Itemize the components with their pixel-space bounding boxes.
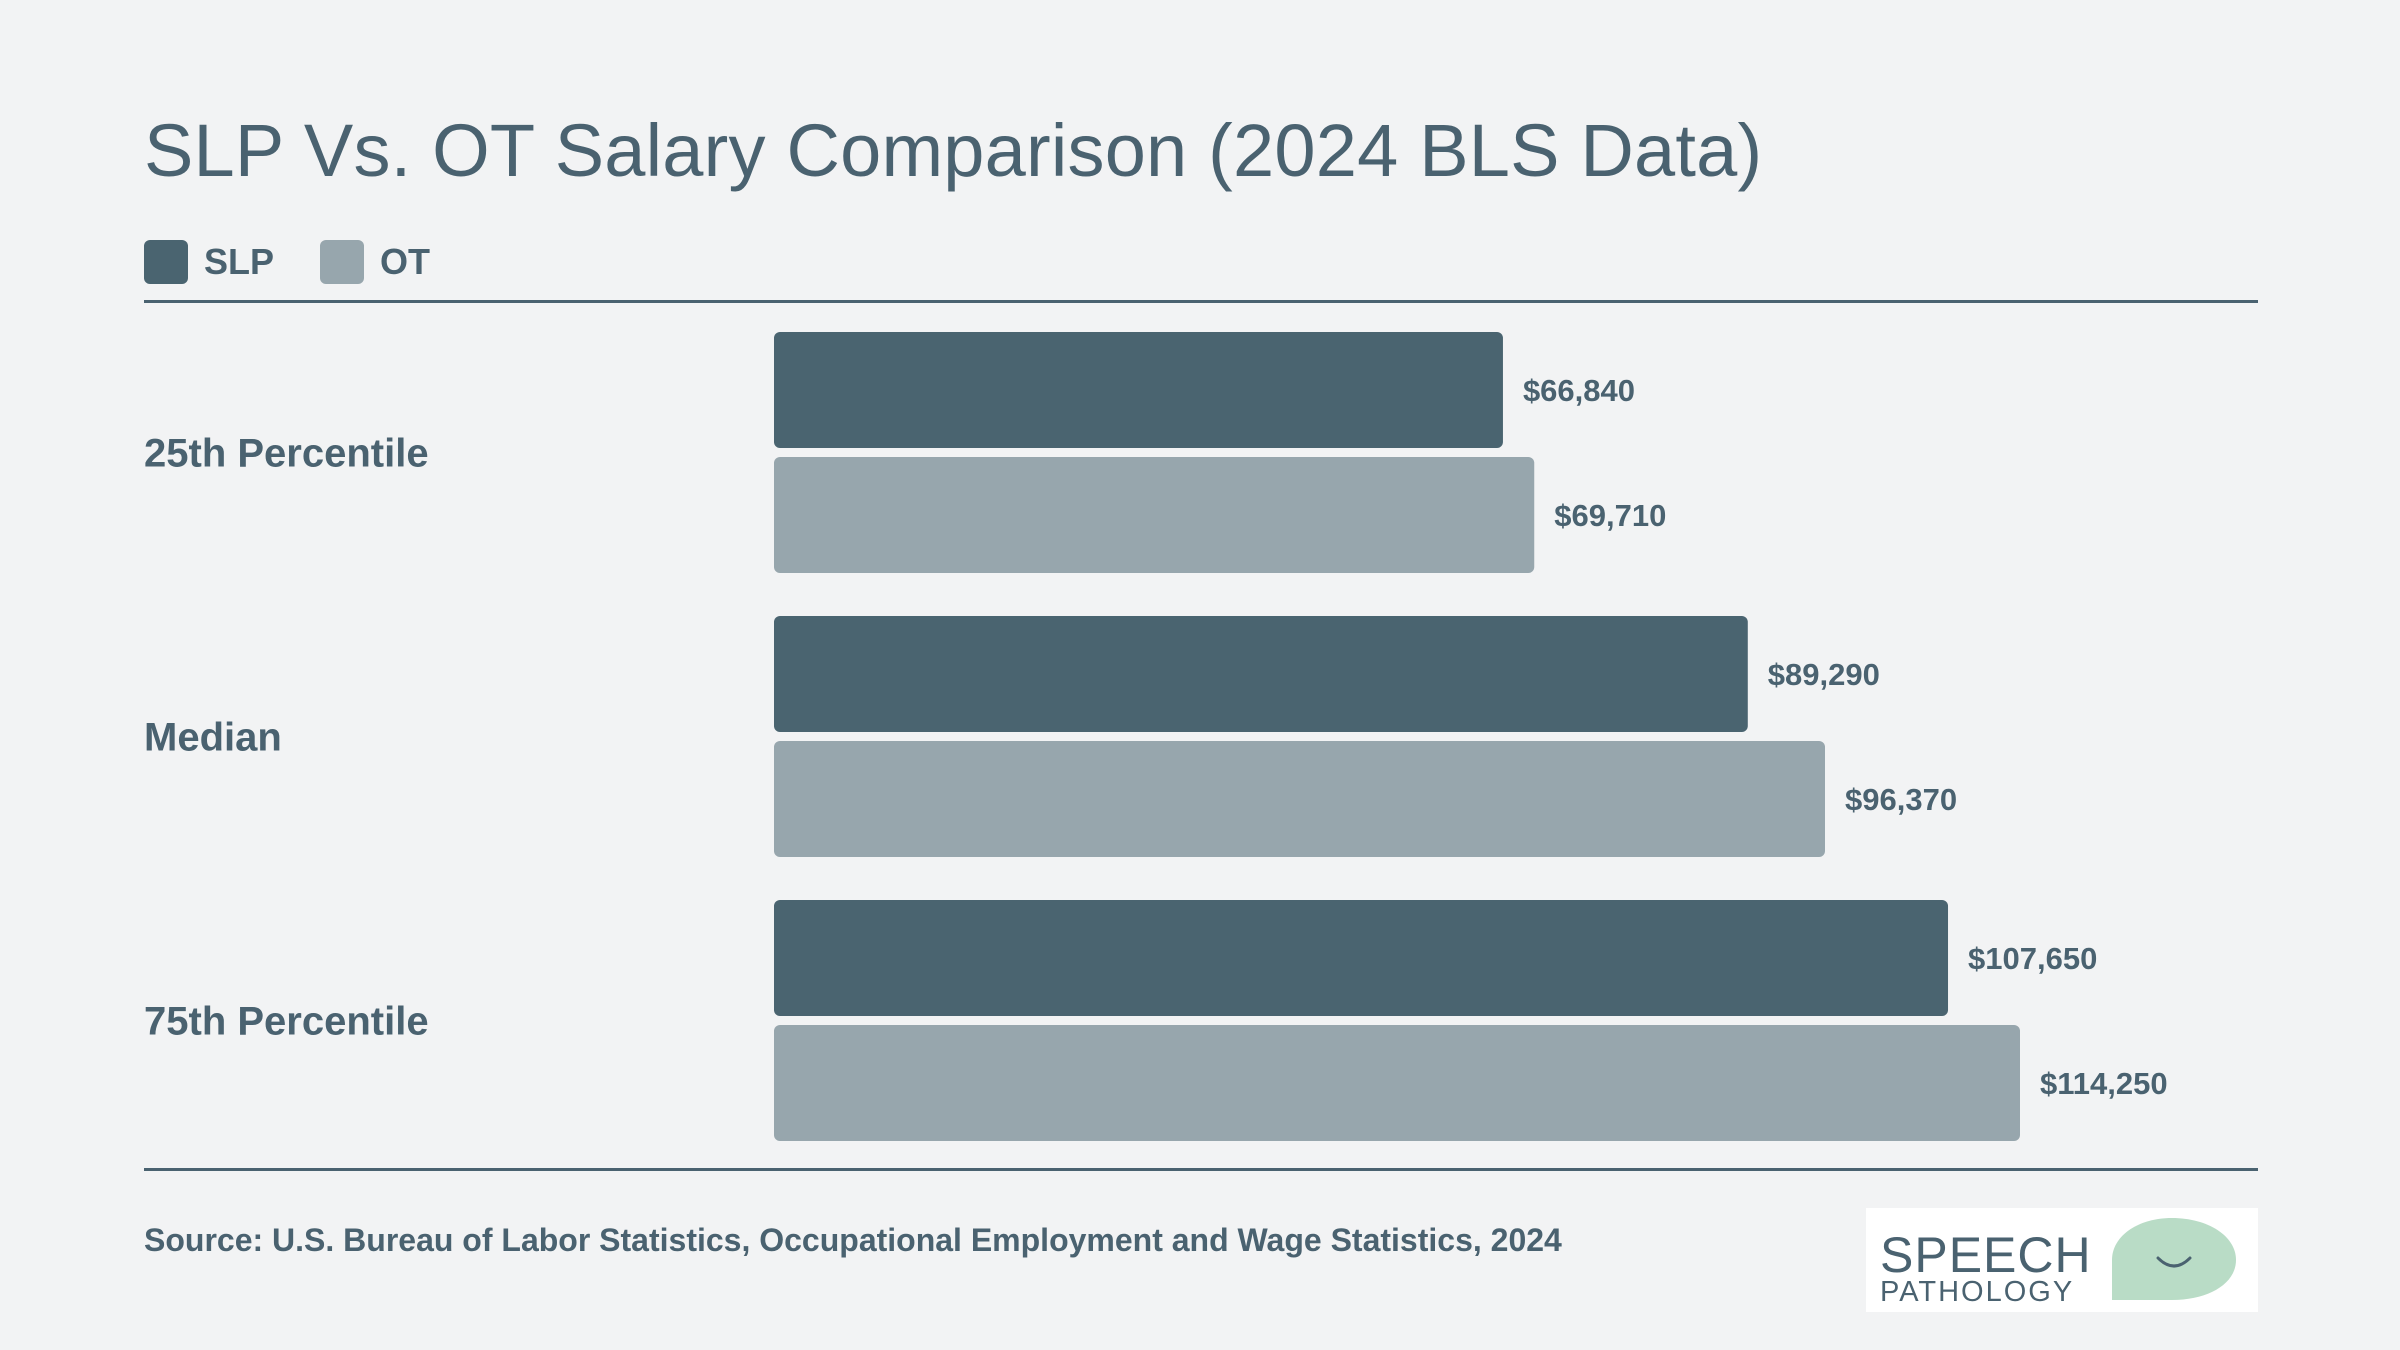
bar-slp [774,332,1503,448]
bar-value-label: $66,840 [1523,373,1635,408]
bar-slp [774,900,1949,1016]
bottom-divider [144,1168,2258,1171]
category-label: 75th Percentile [144,1000,429,1044]
legend-item-slp: SLP [144,240,274,284]
chart-legend: SLP OT [144,240,476,284]
legend-label-ot: OT [380,241,431,282]
bar-ot [774,741,1826,857]
speech-bubble-icon [2112,1218,2236,1300]
source-note: Source: U.S. Bureau of Labor Statistics,… [144,1222,1562,1258]
bar-value-label: $96,370 [1845,782,1957,817]
logo-text-speech: SPEECH [1880,1227,2092,1283]
legend-swatch-slp [144,240,188,284]
top-divider [144,300,2258,303]
bar-value-label: $114,250 [2040,1066,2168,1101]
category-label: Median [144,716,282,760]
bar-value-label: $107,650 [1968,941,2097,976]
bar-ot [774,457,1535,573]
category-label: 25th Percentile [144,432,429,476]
bar-ot [774,1025,2020,1141]
legend-swatch-ot [320,240,365,284]
bar-value-label: $89,290 [1768,657,1880,692]
speech-pathology-logo: SPEECH PATHOLOGY [1866,1208,2258,1312]
bar-slp [774,616,1748,732]
legend-item-ot: OT [320,240,430,284]
chart-title: SLP Vs. OT Salary Comparison (2024 BLS D… [144,109,1763,192]
legend-label-slp: SLP [204,241,275,282]
bar-value-label: $69,710 [1554,498,1666,533]
logo-text-pathology: PATHOLOGY [1880,1276,2075,1308]
